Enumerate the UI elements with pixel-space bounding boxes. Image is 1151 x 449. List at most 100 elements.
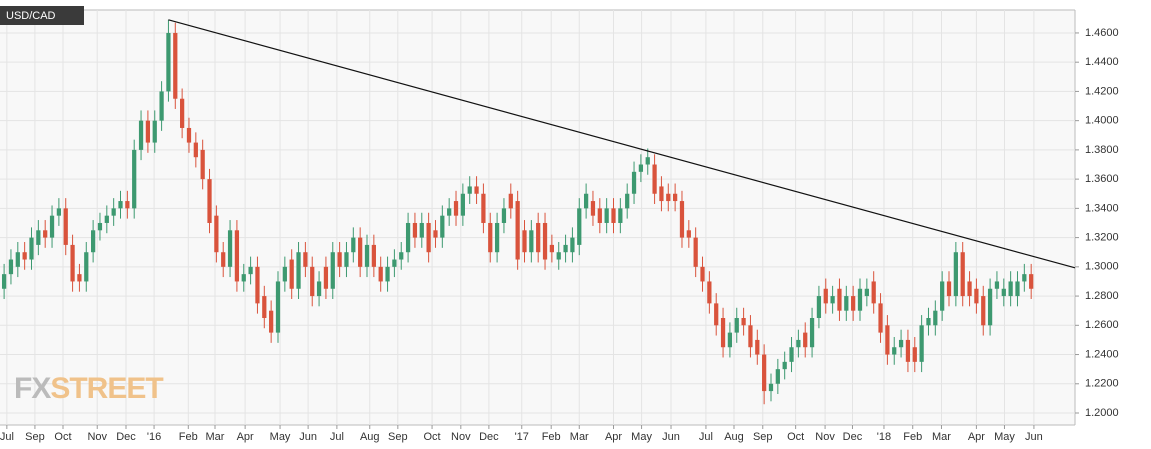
candle-body [898,339,904,348]
candle-body [741,317,746,326]
candle-body [816,296,822,318]
candle-body [563,244,568,253]
x-tick-label: Oct [423,431,440,443]
candle-body [385,266,390,282]
candle-body [844,296,849,311]
candle-body [878,303,883,333]
candle-body [310,266,315,297]
candle-body [823,288,828,304]
candle-body [351,237,356,253]
candle-body [330,252,335,289]
candle-body [214,215,219,253]
candle-body [583,193,589,209]
candle-body [97,222,103,231]
candle-body [652,164,657,194]
candle-body [399,252,404,260]
candle-body [207,179,212,223]
candle-body [419,222,424,238]
candle-body [132,149,137,209]
x-tick-label: Feb [179,431,198,443]
x-tick-label: Oct [787,431,804,443]
candle-body [234,230,240,282]
candle-body [77,274,82,282]
candle-body [796,339,801,348]
x-tick-label: Jul [0,431,14,443]
y-tick-label: 1.3800 [1085,144,1119,156]
candle-body [166,32,171,92]
candle-body [200,149,205,180]
candle-body [987,288,993,326]
candle-body [768,383,774,392]
x-tick-label: Nov [815,431,835,443]
candle-body [631,171,637,194]
candle-body [392,259,397,267]
candle-body [679,201,685,238]
x-tick-label: '16 [147,431,161,443]
candle-body [378,266,383,282]
candle-body [262,296,267,318]
candle-body [453,201,459,216]
candle-body [940,281,945,311]
candle-body [536,222,541,253]
candle-body [981,296,986,326]
candle-body [686,230,691,238]
candle-body [666,193,671,202]
candle-body [625,193,630,209]
candle-body [1,274,7,289]
candle-body [727,332,733,348]
y-tick-label: 1.3000 [1085,261,1119,273]
candle-body [570,237,575,253]
candle-body [426,222,431,253]
candle-body [173,32,178,99]
candle-body [337,252,342,267]
candle-body [919,325,924,362]
candle-body [1008,281,1013,297]
candle-body [303,252,308,267]
candle-body [529,230,534,253]
candle-body [481,193,486,223]
watermark-fx: FX [14,372,51,405]
candle-body [412,222,418,238]
candle-body [227,230,233,267]
candle-body [905,339,911,362]
x-tick-label: Nov [87,431,107,443]
candle-body [29,237,34,260]
x-tick-label: Apr [605,431,622,443]
candle-body [857,288,863,311]
candle-body [933,310,938,326]
candle-body [720,317,726,348]
candle-body [90,230,96,253]
x-tick-label: Mar [932,431,951,443]
candle-body [474,186,479,194]
x-tick-label: Mar [206,431,225,443]
x-tick-label: Jul [330,431,344,443]
candle-body [549,244,555,253]
y-tick-label: 1.4000 [1085,115,1119,127]
x-tick-label: Dec [843,431,863,443]
y-tick-label: 1.2200 [1085,378,1119,390]
x-tick-label: May [994,431,1015,443]
candle-body [488,222,493,253]
candle-body [837,288,842,311]
candle-body [926,317,931,326]
candle-body [159,91,164,121]
candle-body [892,347,897,355]
candle-body [118,201,123,209]
y-tick-label: 1.3400 [1085,202,1119,214]
candle-body [809,317,815,348]
x-tick-label: Apr [968,431,985,443]
candle-body [755,339,760,355]
x-tick-label: Dec [479,431,499,443]
candle-body [111,208,116,216]
candle-body [734,317,739,333]
candle-body [22,252,27,260]
y-tick-label: 1.3600 [1085,173,1119,185]
x-tick-label: Feb [542,431,561,443]
candle-body [433,230,438,238]
candle-body [1001,288,1006,297]
x-tick-label: '18 [877,431,891,443]
candle-body [296,252,301,289]
candle-body [15,252,20,267]
candle-body [358,237,363,267]
y-tick-label: 1.2600 [1085,319,1119,331]
